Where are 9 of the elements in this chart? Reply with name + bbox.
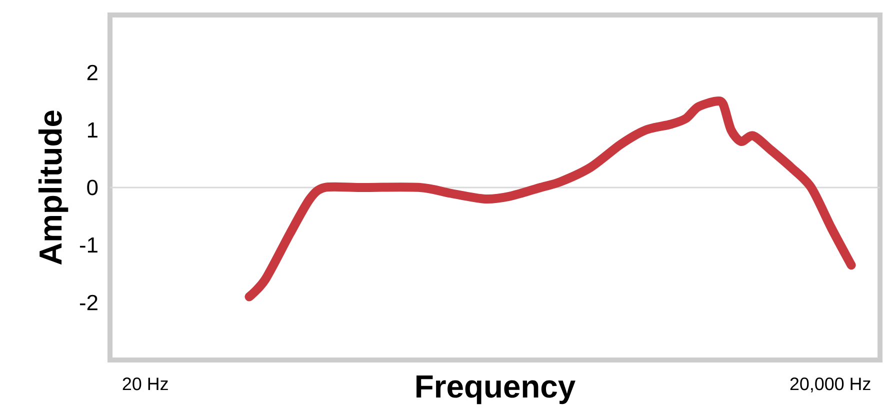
y-axis-title: Amplitude (38, 110, 68, 265)
y-tick-label: -1 (80, 237, 98, 253)
x-tick-label: 20,000 Hz (790, 378, 870, 392)
x-tick-label: 20 Hz (122, 378, 168, 390)
x-axis-title: Frequency (416, 376, 576, 404)
y-tick-label: 2 (87, 64, 98, 80)
y-tick-label: 1 (88, 122, 98, 138)
y-tick-label: 0 (87, 180, 98, 196)
y-tick-label: -2 (80, 294, 98, 310)
